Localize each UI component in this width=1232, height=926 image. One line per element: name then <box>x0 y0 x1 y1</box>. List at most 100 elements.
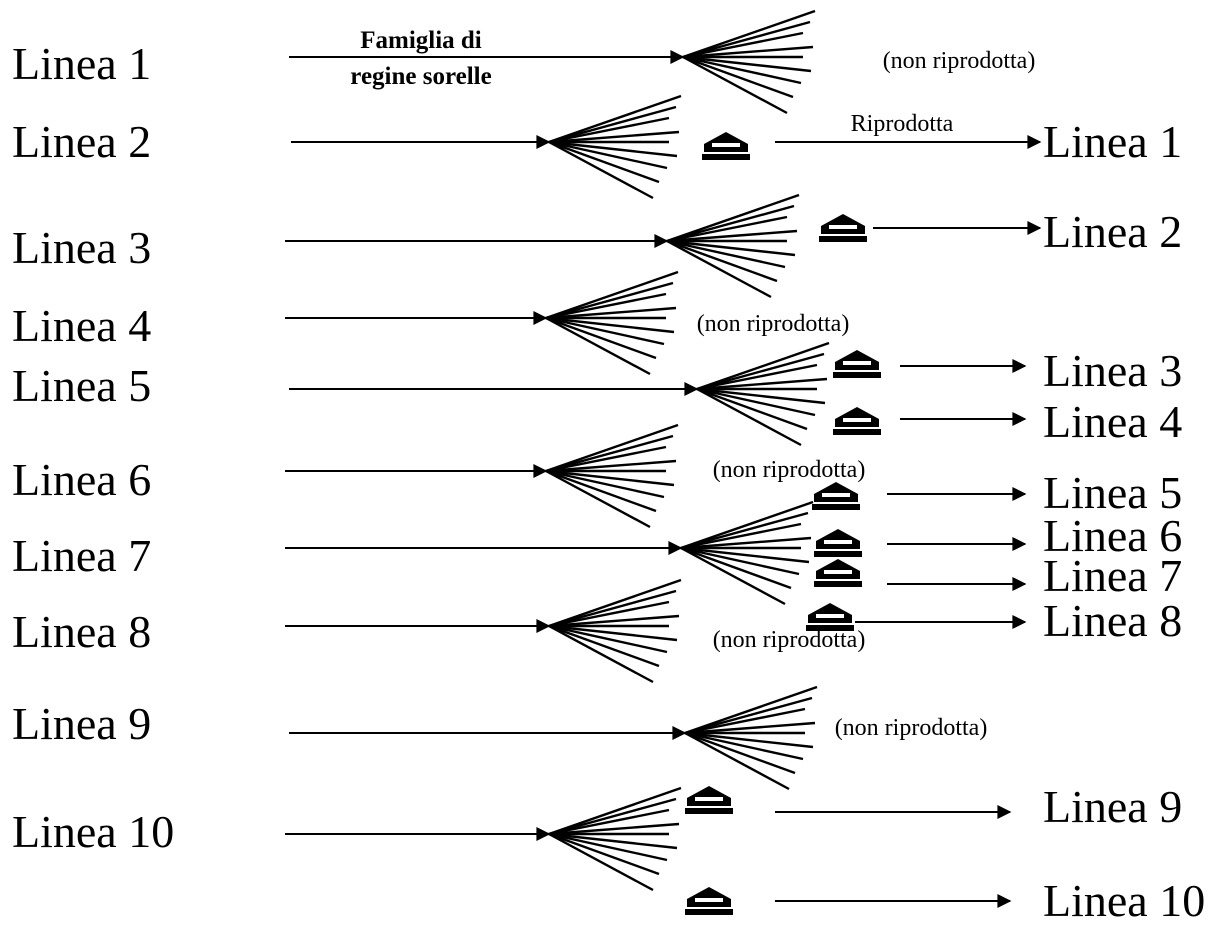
fan-stroke-6-4 <box>545 459 677 473</box>
note-not-reproduced-9: (non riprodotta) <box>835 715 988 741</box>
fan-stroke-2-6 <box>548 140 678 158</box>
fan-stroke-7-2 <box>680 511 809 550</box>
fan-stroke-7-6 <box>680 546 810 564</box>
fan-stroke-9-8 <box>684 731 796 775</box>
fan-stroke-1-1 <box>682 9 816 59</box>
fan-stroke-5-7 <box>696 387 816 417</box>
lineage-lines <box>285 50 699 841</box>
fan-stroke-4-9 <box>545 316 651 376</box>
queen-cell-icon <box>702 132 750 160</box>
fan-stroke-10-3 <box>548 808 670 836</box>
fan-stroke-9-6 <box>684 731 814 749</box>
fan-stroke-2-1 <box>548 94 682 144</box>
right-label-5: Linea 5 <box>1043 467 1182 518</box>
fan-stroke-6-2 <box>545 434 674 473</box>
fan-stroke-7-7 <box>680 546 800 576</box>
left-label-8: Linea 8 <box>12 606 151 657</box>
fan-stroke-10-9 <box>548 832 654 892</box>
fan-stroke-9-3 <box>684 707 806 735</box>
right-label-7: Linea 7 <box>1043 550 1182 601</box>
fan-stroke-5-8 <box>696 387 808 431</box>
fan-stroke-8-1 <box>548 578 682 628</box>
fan-stroke-7-3 <box>680 522 802 550</box>
queen-cell-icon <box>685 786 733 814</box>
note-reproduced: Riprodotta <box>851 111 954 137</box>
fan-stroke-9-2 <box>684 696 813 735</box>
fan-stroke-9-1 <box>684 685 818 735</box>
queen-cell-icon <box>819 214 867 242</box>
left-label-2: Linea 2 <box>12 116 151 167</box>
queen-cell-icon <box>814 529 862 557</box>
queen-cell-icon <box>812 482 860 510</box>
fan-stroke-1-8 <box>682 55 794 99</box>
fan-stroke-5-3 <box>696 363 818 391</box>
note-not-reproduced-8: (non riprodotta) <box>713 627 866 653</box>
fan-stroke-10-7 <box>548 832 668 862</box>
fan-stroke-1-3 <box>682 31 804 59</box>
fan-stroke-2-9 <box>548 140 654 200</box>
queen-cell-icon <box>685 887 733 915</box>
queen-cells <box>685 132 881 915</box>
title-line-1: Famiglia di <box>360 27 482 54</box>
outgoing-arrows <box>775 135 1042 908</box>
right-label-6: Linea 6 <box>1043 510 1182 561</box>
fan-stroke-3-8 <box>666 239 778 283</box>
left-labels: Linea 1 Linea 2 Linea 3 Linea 4 Linea 5 … <box>12 38 174 857</box>
right-labels: Linea 1 Linea 2 Linea 3 Linea 4 Linea 5 … <box>1043 116 1205 926</box>
fan-stroke-10-6 <box>548 832 678 850</box>
fan-stroke-3-3 <box>666 215 788 243</box>
queen-cell-icon <box>833 407 881 435</box>
fan-stroke-6-3 <box>545 445 667 473</box>
fan-stroke-1-7 <box>682 55 802 85</box>
fan-stroke-8-3 <box>548 600 670 628</box>
fan-stroke-2-8 <box>548 140 660 184</box>
left-label-3: Linea 3 <box>12 222 151 273</box>
fan-stroke-3-7 <box>666 239 786 269</box>
right-label-1: Linea 1 <box>1043 116 1182 167</box>
fan-stroke-10-1 <box>548 786 682 836</box>
fan-stroke-6-7 <box>545 469 665 499</box>
fan-stroke-10-4 <box>548 822 680 836</box>
fan-stroke-5-4 <box>696 377 828 391</box>
right-label-9: Linea 9 <box>1043 781 1182 832</box>
fan-stroke-4-4 <box>545 306 677 320</box>
fan-stroke-5-2 <box>696 352 825 391</box>
fan-stroke-9-7 <box>684 731 804 761</box>
fan-stroke-8-6 <box>548 624 678 642</box>
fan-stroke-8-8 <box>548 624 660 668</box>
fan-stroke-2-3 <box>548 116 670 144</box>
fan-stroke-4-2 <box>545 281 674 320</box>
right-label-4: Linea 4 <box>1043 396 1182 447</box>
fan-stroke-10-8 <box>548 832 660 876</box>
fan-stroke-1-6 <box>682 55 812 73</box>
fan-stroke-5-6 <box>696 387 826 405</box>
right-label-3: Linea 3 <box>1043 345 1182 396</box>
fan-stroke-2-4 <box>548 130 680 144</box>
fan-stroke-3-1 <box>666 193 800 243</box>
fan-stroke-2-7 <box>548 140 668 170</box>
fan-stroke-4-7 <box>545 316 665 346</box>
sister-queen-fans <box>545 9 830 892</box>
fan-stroke-3-9 <box>666 239 772 299</box>
fan-stroke-3-6 <box>666 239 796 257</box>
fan-stroke-6-8 <box>545 469 657 513</box>
fan-stroke-10-2 <box>548 797 677 836</box>
right-label-8: Linea 8 <box>1043 595 1182 646</box>
fan-stroke-8-9 <box>548 624 654 684</box>
fan-stroke-3-4 <box>666 229 798 243</box>
fan-stroke-5-1 <box>696 341 830 391</box>
fan-stroke-7-9 <box>680 546 786 606</box>
left-label-4: Linea 4 <box>12 300 151 351</box>
fan-stroke-2-2 <box>548 105 677 144</box>
fan-stroke-4-1 <box>545 270 679 320</box>
fan-stroke-1-4 <box>682 45 814 59</box>
note-not-reproduced-6: (non riprodotta) <box>713 457 866 483</box>
fan-stroke-9-4 <box>684 721 816 735</box>
left-label-5: Linea 5 <box>12 360 151 411</box>
queen-cell-icon <box>833 350 881 378</box>
right-label-10: Linea 10 <box>1043 875 1205 926</box>
left-label-7: Linea 7 <box>12 530 151 581</box>
fan-stroke-7-8 <box>680 546 792 590</box>
